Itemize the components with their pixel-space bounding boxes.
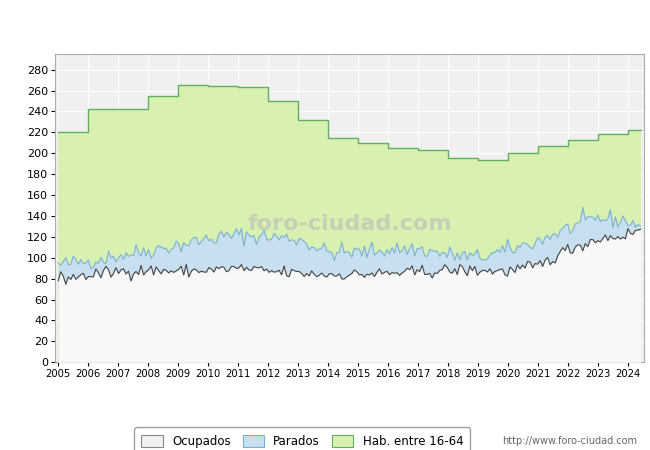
Legend: Ocupados, Parados, Hab. entre 16-64: Ocupados, Parados, Hab. entre 16-64 (135, 428, 470, 450)
Text: Fayón - Evolucion de la poblacion en edad de Trabajar Mayo de 2024: Fayón - Evolucion de la poblacion en eda… (90, 17, 560, 32)
Text: foro-ciudad.com: foro-ciudad.com (247, 214, 452, 234)
Text: http://www.foro-ciudad.com: http://www.foro-ciudad.com (502, 436, 637, 446)
